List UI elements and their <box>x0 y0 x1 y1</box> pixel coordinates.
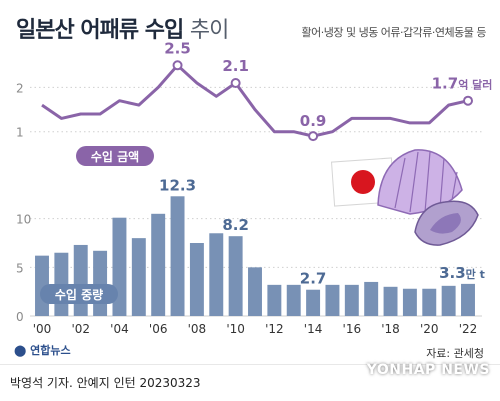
x-tick-label: '14 <box>304 322 323 336</box>
bar-2003 <box>93 250 108 316</box>
line-chart-grid: 12 <box>16 81 482 140</box>
x-tick-label: '16 <box>343 322 362 336</box>
bar-2007 <box>170 196 185 316</box>
line-y-tick-label: 2 <box>16 81 24 95</box>
line-point-2014 <box>308 131 319 142</box>
line-series-label-pill <box>76 146 154 166</box>
bar-2014 <box>306 289 321 316</box>
bar-series-label: 수입 중량 <box>55 288 103 302</box>
bar-2010 <box>228 236 243 316</box>
footer <box>0 364 500 401</box>
x-tick-label: '18 <box>381 322 400 336</box>
bar-data-label-2007: 12.3 <box>159 176 196 194</box>
line-data-label-2022: 1.7억 달러 <box>432 75 493 93</box>
x-tick-label: '06 <box>149 322 168 336</box>
bar-2018 <box>383 286 398 316</box>
x-tick-label: '12 <box>265 322 284 336</box>
line-data-label-2014: 0.9 <box>300 112 327 130</box>
bar-2021 <box>441 285 456 316</box>
bar-y-tick-label: 10 <box>16 213 31 227</box>
bar-data-label-2010: 8.2 <box>222 216 249 234</box>
bar-y-tick-label: 5 <box>16 261 24 275</box>
bar-2012 <box>267 284 282 316</box>
line-point-2010 <box>230 78 241 88</box>
line-point-2007 <box>172 60 183 71</box>
x-axis: '00 '02 '04 '06 '08 '10 '12 '14 '16 '18 '20 '22 <box>33 322 478 336</box>
credit-line: 박영석 기자. 안예지 인턴 20230323 <box>10 376 201 390</box>
bar-2019 <box>402 288 417 316</box>
line-data-label-2010: 2.1 <box>222 57 249 75</box>
x-tick-label: '10 <box>226 322 245 336</box>
bar-2009 <box>209 233 224 316</box>
logo-yonhap-news: YONHAP NEWS <box>366 362 490 378</box>
illustration <box>331 149 479 246</box>
x-tick-label: '08 <box>188 322 207 336</box>
x-tick-label: '20 <box>420 322 439 336</box>
bar-2020 <box>422 288 437 316</box>
bar-2016 <box>344 284 359 316</box>
bar-data-label-2022-unit: 만 t <box>466 267 485 281</box>
source-note: 자료: 관세청 <box>426 347 484 360</box>
yonhap-logo-icon: ⬤ <box>14 344 31 357</box>
bar-data-label-2014: 2.7 <box>300 270 327 288</box>
bar-data-label-2022: 3.3만 t <box>439 264 485 282</box>
line-y-tick-label: 1 <box>16 126 24 140</box>
bar-2005 <box>131 238 146 316</box>
page-title: 일본산 어패류 수입 추이 <box>16 12 229 44</box>
title-suffix: 추이 <box>189 18 229 43</box>
bar-y-tick-label: 0 <box>16 310 24 324</box>
seashell-icon <box>377 149 479 246</box>
line-series-label: 수입 금액 <box>91 150 139 164</box>
line-data-label-2007: 2.5 <box>164 39 191 57</box>
bar-series-label-pill <box>40 284 118 304</box>
line-point-2022 <box>463 95 473 106</box>
x-tick-label: '22 <box>459 322 478 336</box>
bar-2006 <box>151 213 166 316</box>
title-main: 일본산 어패류 수입 <box>16 18 184 43</box>
x-tick-label: '04 <box>110 322 129 336</box>
line-series <box>41 60 473 142</box>
line-path <box>41 63 469 138</box>
x-tick-label: '00 <box>33 322 52 336</box>
x-tick-label: '02 <box>71 322 90 336</box>
line-data-label-2022-unit: 억 달러 <box>458 78 492 92</box>
bar-2011 <box>248 267 262 316</box>
logo-yonhap: ⬤ 연합뉴스 <box>14 344 71 357</box>
subtitle: 활어·냉장 및 냉동 어류·갑각류·연체동물 등 <box>301 26 486 39</box>
bar-2013 <box>286 284 301 316</box>
bar-2008 <box>189 243 204 316</box>
bar-2017 <box>364 281 379 316</box>
bar-2002 <box>73 244 88 316</box>
bar-2015 <box>325 284 340 316</box>
bar-2022 <box>461 283 475 316</box>
